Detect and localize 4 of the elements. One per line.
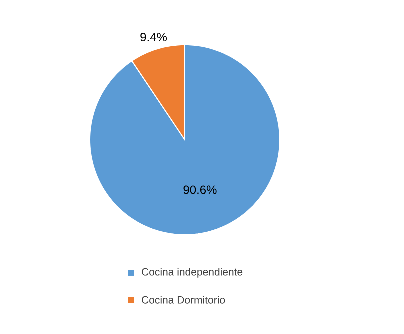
data-label: 9.4%	[140, 33, 168, 42]
legend-label: Cocina independiente	[142, 268, 243, 278]
data-label: 90.6%	[184, 186, 217, 194]
legend-label: Cocina Dormitorio	[142, 296, 226, 304]
